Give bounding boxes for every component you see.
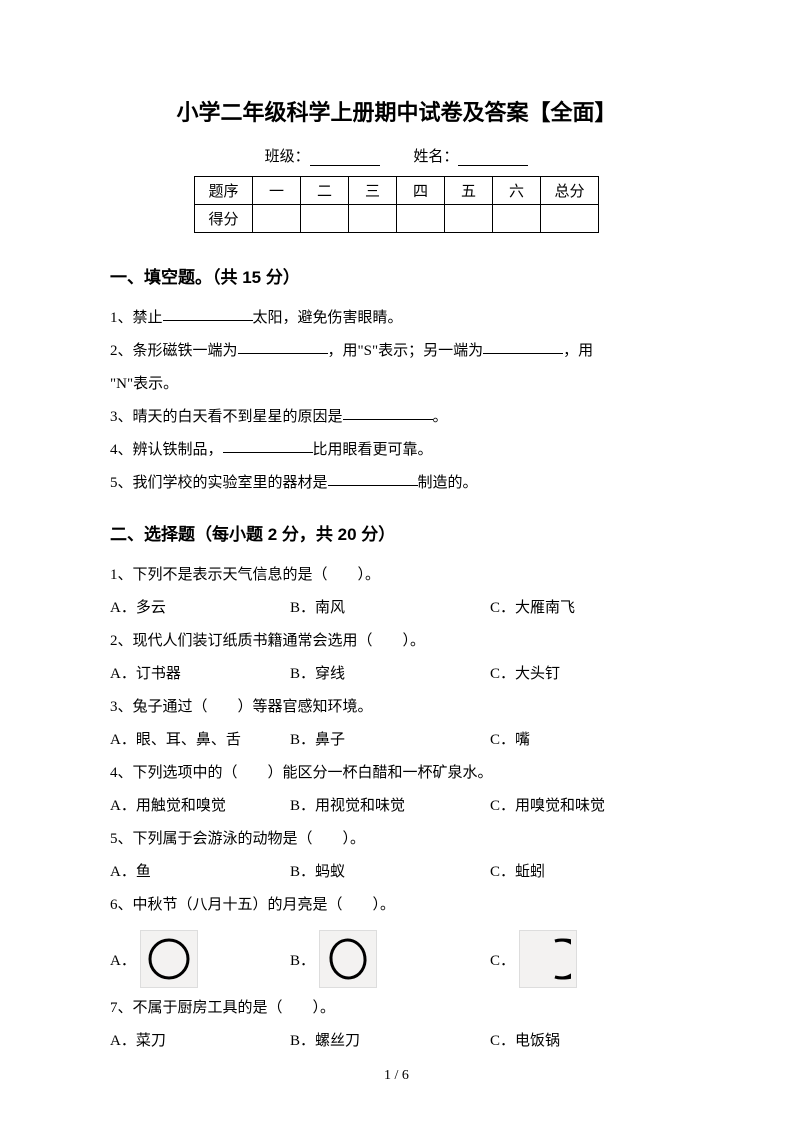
s2-q3: 3、兔子通过（ ）等器官感知环境。	[110, 691, 683, 724]
moon-crescent-icon	[519, 930, 577, 988]
blank[interactable]	[328, 470, 418, 486]
text: 3、晴天的白天看不到星星的原因是	[110, 409, 343, 425]
page-number: 1 / 6	[0, 1068, 793, 1084]
opt-b: B．南风	[290, 592, 490, 625]
text: 太阳，避免伤害眼睛。	[253, 310, 403, 326]
opt-c: C．电饭锅	[490, 1025, 683, 1058]
s2-q5-options: A．鱼 B．蚂蚁 C．蚯蚓	[110, 856, 683, 889]
s1-q3: 3、晴天的白天看不到星星的原因是 。	[110, 401, 683, 434]
col-total: 总分	[541, 177, 599, 205]
opt-a: A．多云	[110, 592, 290, 625]
s2-q7-options: A．菜刀 B．螺丝刀 C．电饭锅	[110, 1025, 683, 1058]
s2-q6: 6、中秋节（八月十五）的月亮是（ ）。	[110, 889, 683, 922]
text: ，用	[563, 343, 593, 359]
section2-heading: 二、选择题（每小题 2 分，共 20 分）	[110, 520, 683, 545]
score-cell[interactable]	[445, 205, 493, 233]
moon-full-icon	[140, 930, 198, 988]
opt-a: A．订书器	[110, 658, 290, 691]
text: ，用"S"表示；另一端为	[328, 343, 484, 359]
col-1: 一	[253, 177, 301, 205]
opt-b: B．鼻子	[290, 724, 490, 757]
opt-a: A．鱼	[110, 856, 290, 889]
row2-label: 得分	[195, 205, 253, 233]
opt-a-label: A．	[110, 949, 136, 970]
opt-a: A．眼、耳、鼻、舌	[110, 724, 290, 757]
opt-b-label: B．	[290, 949, 315, 970]
score-cell[interactable]	[493, 205, 541, 233]
score-table: 题序 一 二 三 四 五 六 总分 得分	[194, 176, 599, 233]
section1-heading: 一、填空题。（共 15 分）	[110, 263, 683, 288]
s1-q5: 5、我们学校的实验室里的器材是 制造的。	[110, 467, 683, 500]
row1-label: 题序	[195, 177, 253, 205]
score-cell[interactable]	[541, 205, 599, 233]
class-blank[interactable]	[310, 148, 380, 166]
s1-q2-line1: 2、条形磁铁一端为 ，用"S"表示；另一端为 ，用	[110, 335, 683, 368]
s2-q6-options: A． B． C．	[110, 930, 683, 988]
col-4: 四	[397, 177, 445, 205]
text: 2、条形磁铁一端为	[110, 343, 238, 359]
table-row: 得分	[195, 205, 599, 233]
s1-q2-line2: "N"表示。	[110, 368, 683, 401]
score-cell[interactable]	[253, 205, 301, 233]
blank[interactable]	[238, 338, 328, 354]
text: 制造的。	[418, 475, 478, 491]
text: 4、辨认铁制品，	[110, 442, 223, 458]
page-title: 小学二年级科学上册期中试卷及答案【全面】	[110, 95, 683, 127]
opt-b: B．穿线	[290, 658, 490, 691]
opt-c: C．嘴	[490, 724, 683, 757]
score-cell[interactable]	[349, 205, 397, 233]
student-info-line: 班级： 姓名：	[110, 145, 683, 166]
s2-q4-options: A．用触觉和嗅觉 B．用视觉和味觉 C．用嗅觉和味觉	[110, 790, 683, 823]
opt-a: A．	[110, 930, 290, 988]
opt-c: C．蚯蚓	[490, 856, 683, 889]
s2-q3-options: A．眼、耳、鼻、舌 B．鼻子 C．嘴	[110, 724, 683, 757]
class-label: 班级：	[265, 149, 310, 165]
s2-q2: 2、现代人们装订纸质书籍通常会选用（ ）。	[110, 625, 683, 658]
blank[interactable]	[343, 404, 433, 420]
name-label: 姓名：	[413, 149, 458, 165]
opt-a: A．菜刀	[110, 1025, 290, 1058]
score-cell[interactable]	[397, 205, 445, 233]
blank[interactable]	[483, 338, 563, 354]
score-cell[interactable]	[301, 205, 349, 233]
s2-q1-options: A．多云 B．南风 C．大雁南飞	[110, 592, 683, 625]
s2-q2-options: A．订书器 B．穿线 C．大头钉	[110, 658, 683, 691]
text: 比用眼看更可靠。	[313, 442, 433, 458]
s2-q7: 7、不属于厨房工具的是（ ）。	[110, 992, 683, 1025]
text: 5、我们学校的实验室里的器材是	[110, 475, 328, 491]
opt-b: B．螺丝刀	[290, 1025, 490, 1058]
col-3: 三	[349, 177, 397, 205]
text: 。	[433, 409, 448, 425]
moon-gibbous-icon	[319, 930, 377, 988]
s2-q5: 5、下列属于会游泳的动物是（ ）。	[110, 823, 683, 856]
blank[interactable]	[223, 437, 313, 453]
opt-c: C．大头钉	[490, 658, 683, 691]
s2-q4: 4、下列选项中的（ ）能区分一杯白醋和一杯矿泉水。	[110, 757, 683, 790]
col-2: 二	[301, 177, 349, 205]
opt-b: B．蚂蚁	[290, 856, 490, 889]
name-blank[interactable]	[458, 148, 528, 166]
opt-b: B．	[290, 930, 490, 988]
text: 1、禁止	[110, 310, 163, 326]
opt-b: B．用视觉和味觉	[290, 790, 490, 823]
s2-q1: 1、下列不是表示天气信息的是（ ）。	[110, 559, 683, 592]
opt-c: C．大雁南飞	[490, 592, 683, 625]
opt-c-label: C．	[490, 949, 515, 970]
col-5: 五	[445, 177, 493, 205]
s1-q4: 4、辨认铁制品， 比用眼看更可靠。	[110, 434, 683, 467]
opt-c: C．用嗅觉和味觉	[490, 790, 683, 823]
opt-c: C．	[490, 930, 683, 988]
col-6: 六	[493, 177, 541, 205]
blank[interactable]	[163, 305, 253, 321]
opt-a: A．用触觉和嗅觉	[110, 790, 290, 823]
s1-q1: 1、禁止 太阳，避免伤害眼睛。	[110, 302, 683, 335]
table-row: 题序 一 二 三 四 五 六 总分	[195, 177, 599, 205]
